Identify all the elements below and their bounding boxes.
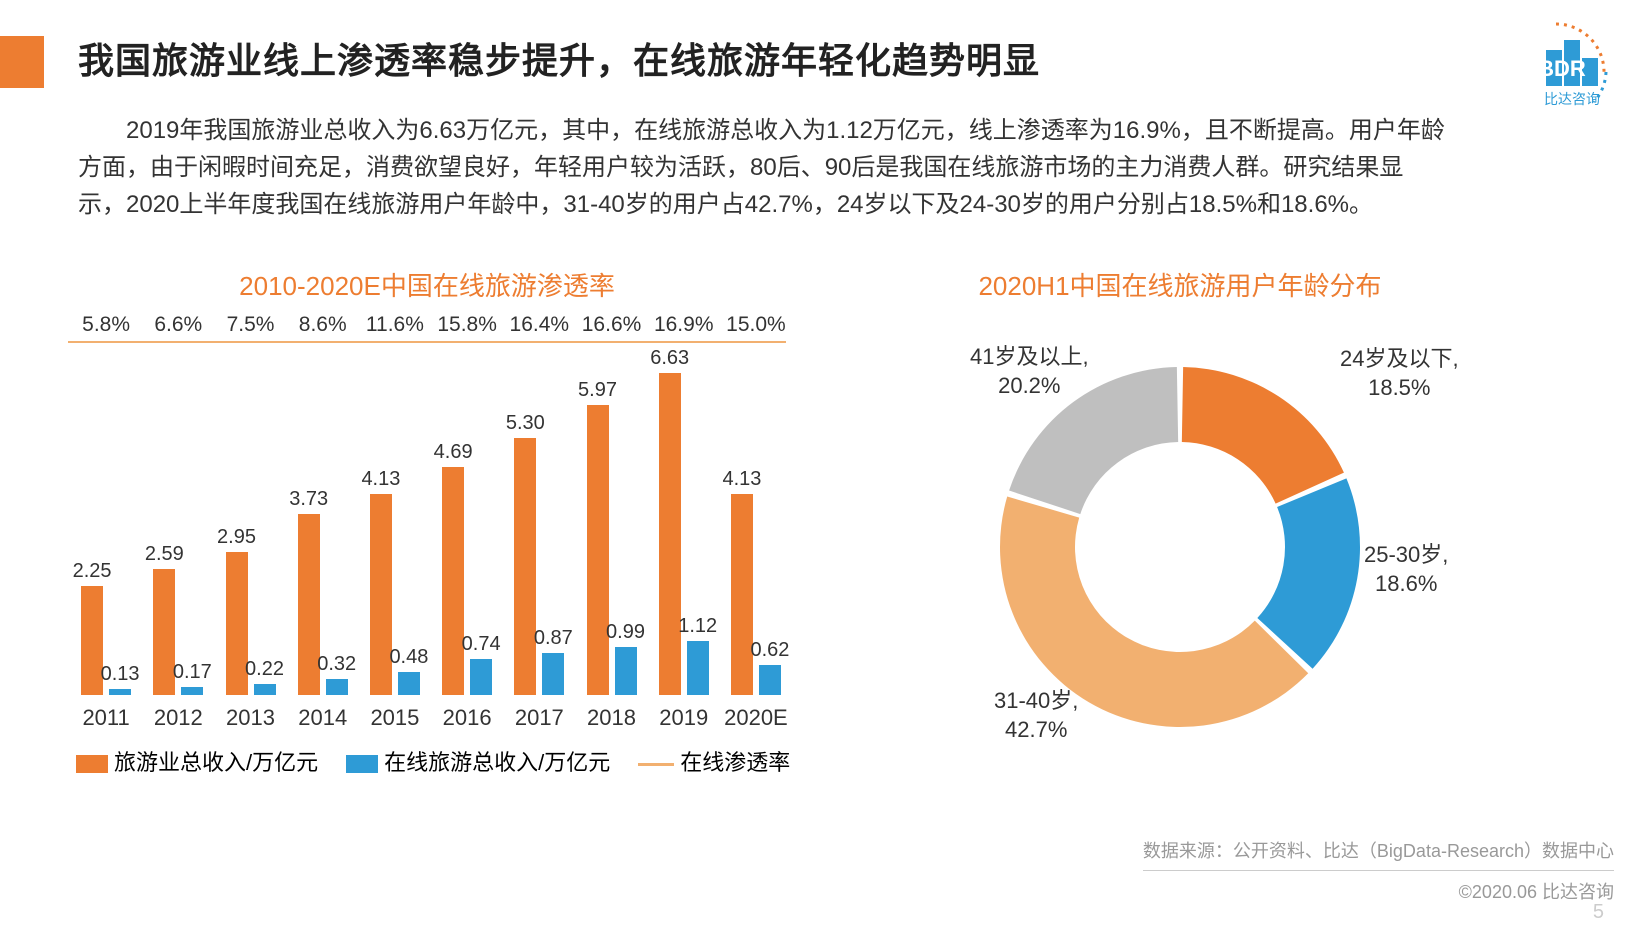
legend-item-2: 在线旅游总收入/万亿元: [346, 745, 610, 777]
legend-item-3: 在线渗透率: [638, 745, 790, 777]
bar-online: 0.13: [109, 689, 131, 695]
donut-label: 41岁及以上,20.2%: [970, 343, 1089, 400]
footer-source: 数据来源：公开资料、比达（BigData-Research）数据中心: [1143, 836, 1614, 867]
donut-label: 31-40岁,42.7%: [994, 687, 1078, 744]
bar-group: 5.97 0.99: [575, 355, 647, 695]
x-tick: 2018: [575, 705, 647, 731]
x-tick: 2013: [214, 705, 286, 731]
x-tick: 2019: [648, 705, 720, 731]
bar-chart: 2010-2020E中国在线旅游渗透率 5.8%6.6%7.5%8.6%11.6…: [62, 266, 792, 777]
bar-group: 4.130.48: [359, 355, 431, 695]
penetration-value: 7.5%: [214, 313, 286, 337]
bar-online: 0.99: [615, 647, 637, 695]
body-paragraph: 2019年我国旅游业总收入为6.63万亿元，其中，在线旅游总收入为1.12万亿元…: [78, 112, 1448, 224]
bar-total: 6.63: [659, 373, 681, 695]
donut-chart-title: 2020H1中国在线旅游用户年龄分布: [850, 266, 1510, 303]
penetration-value: 11.6%: [359, 313, 431, 337]
title-accent: [0, 36, 44, 88]
penetration-underline: [68, 341, 786, 343]
page-title: 我国旅游业线上渗透率稳步提升，在线旅游年轻化趋势明显: [78, 32, 1040, 84]
x-tick: 2017: [503, 705, 575, 731]
bar-group: 4.13 0.62: [720, 355, 792, 695]
bar-online: 0.74: [470, 659, 492, 695]
bar-total: 4.13: [731, 494, 753, 695]
penetration-value: 16.6%: [575, 313, 647, 337]
penetration-value: 5.8%: [70, 313, 142, 337]
donut-chart: 2020H1中国在线旅游用户年龄分布 24岁及以下,18.5%25-30岁,18…: [850, 266, 1510, 767]
bar-group: 3.730.32: [287, 355, 359, 695]
bars-area: 2.250.132.590.172.950.223.730.324.130.48…: [62, 355, 792, 695]
x-tick: 2015: [359, 705, 431, 731]
x-tick: 2011: [70, 705, 142, 731]
donut-wrap: 24岁及以下,18.5%25-30岁,18.6%31-40岁,42.7%41岁及…: [960, 327, 1400, 767]
bar-total: 4.69: [442, 467, 464, 695]
bar-total: 5.30: [514, 438, 536, 695]
penetration-value: 16.9%: [648, 313, 720, 337]
x-tick: 2020E: [720, 705, 792, 731]
bar-group: 4.69 0.74: [431, 355, 503, 695]
brand-logo: BDR 比达咨询: [1504, 18, 1614, 108]
svg-text:比达咨询: 比达咨询: [1544, 91, 1600, 107]
svg-text:BDR: BDR: [1538, 56, 1586, 81]
x-tick: 2014: [287, 705, 359, 731]
penetration-value: 16.4%: [503, 313, 575, 337]
bar-online: 0.48: [398, 672, 420, 695]
bar-group: 5.30 0.87: [503, 355, 575, 695]
x-tick: 2016: [431, 705, 503, 731]
x-tick: 2012: [142, 705, 214, 731]
bar-total: 5.97: [587, 405, 609, 695]
penetration-value: 8.6%: [287, 313, 359, 337]
footer: 数据来源：公开资料、比达（BigData-Research）数据中心 ©2020…: [1143, 836, 1614, 908]
x-axis: 2011201220132014201520162017201820192020…: [62, 705, 792, 731]
bar-chart-title: 2010-2020E中国在线旅游渗透率: [62, 266, 792, 303]
footer-copyright: ©2020.06 比达咨询: [1143, 870, 1614, 908]
penetration-row: 5.8%6.6%7.5%8.6%11.6%15.8%16.4%16.6%16.9…: [62, 313, 792, 337]
legend-item-1: 旅游业总收入/万亿元: [76, 745, 318, 777]
penetration-value: 15.0%: [720, 313, 792, 337]
bar-group: 2.590.17: [142, 355, 214, 695]
bar-online: 0.17: [181, 687, 203, 695]
penetration-value: 15.8%: [431, 313, 503, 337]
body-text: 2019年我国旅游业总收入为6.63万亿元，其中，在线旅游总收入为1.12万亿元…: [78, 112, 1448, 224]
page-number: 5: [1593, 901, 1604, 924]
bar-group: 6.63 1.12: [648, 355, 720, 695]
bar-group: 2.250.13: [70, 355, 142, 695]
donut-label: 25-30岁,18.6%: [1364, 541, 1448, 598]
bar-online: 0.87: [542, 653, 564, 695]
penetration-value: 6.6%: [142, 313, 214, 337]
slide: 我国旅游业线上渗透率稳步提升，在线旅游年轻化趋势明显 BDR 比达咨询 2019…: [0, 0, 1644, 930]
donut-slice: [1182, 367, 1344, 504]
bar-online: 0.32: [326, 679, 348, 695]
donut-label: 24岁及以下,18.5%: [1340, 345, 1459, 402]
legend: 旅游业总收入/万亿元 在线旅游总收入/万亿元 在线渗透率: [62, 745, 792, 777]
bar-online: 0.62: [759, 665, 781, 695]
bar-online: 1.12: [687, 641, 709, 695]
bar-group: 2.950.22: [214, 355, 286, 695]
bar-online: 0.22: [254, 684, 276, 695]
